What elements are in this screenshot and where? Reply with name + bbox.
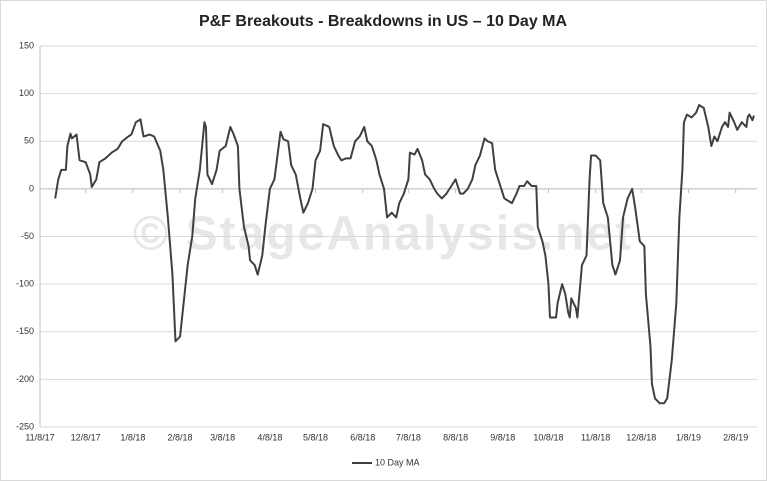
y-tick-label: -100	[16, 279, 34, 289]
y-tick-label: -200	[16, 374, 34, 384]
y-tick-label: 0	[29, 183, 34, 193]
y-tick-label: 100	[19, 88, 34, 98]
x-tick-label: 4/8/18	[257, 432, 282, 442]
watermark: © StageAnalysis.net	[133, 208, 633, 261]
legend-label: 10 Day MA	[375, 457, 420, 467]
x-tick-label: 12/8/17	[71, 432, 101, 442]
y-tick-label: 50	[24, 136, 34, 146]
chart-title: P&F Breakouts - Breakdowns in US – 10 Da…	[199, 13, 568, 30]
y-tick-label: -250	[16, 421, 34, 431]
y-tick-label: -50	[21, 231, 34, 241]
x-tick-label: 1/8/19	[676, 432, 701, 442]
x-tick-label: 3/8/18	[210, 432, 235, 442]
y-tick-label: 150	[19, 40, 34, 50]
line-series	[54, 104, 755, 405]
x-tick-label: 7/8/18	[396, 432, 421, 442]
x-tick-label: 9/8/18	[490, 432, 515, 442]
x-tick-label: 5/8/18	[303, 432, 328, 442]
x-tick-label: 2/8/18	[168, 432, 193, 442]
x-tick-label: 1/8/18	[120, 432, 145, 442]
y-tick-label: -150	[16, 326, 34, 336]
x-tick-label: 11/8/18	[581, 432, 610, 442]
x-tick-label: 6/8/18	[350, 432, 375, 442]
x-tick-label: 11/8/17	[25, 432, 54, 442]
x-tick-label: 2/8/19	[723, 432, 748, 442]
x-tick-label: 10/8/18	[533, 432, 563, 442]
x-tick-label: 12/8/18	[626, 432, 656, 442]
x-tick-label: 8/8/18	[443, 432, 468, 442]
